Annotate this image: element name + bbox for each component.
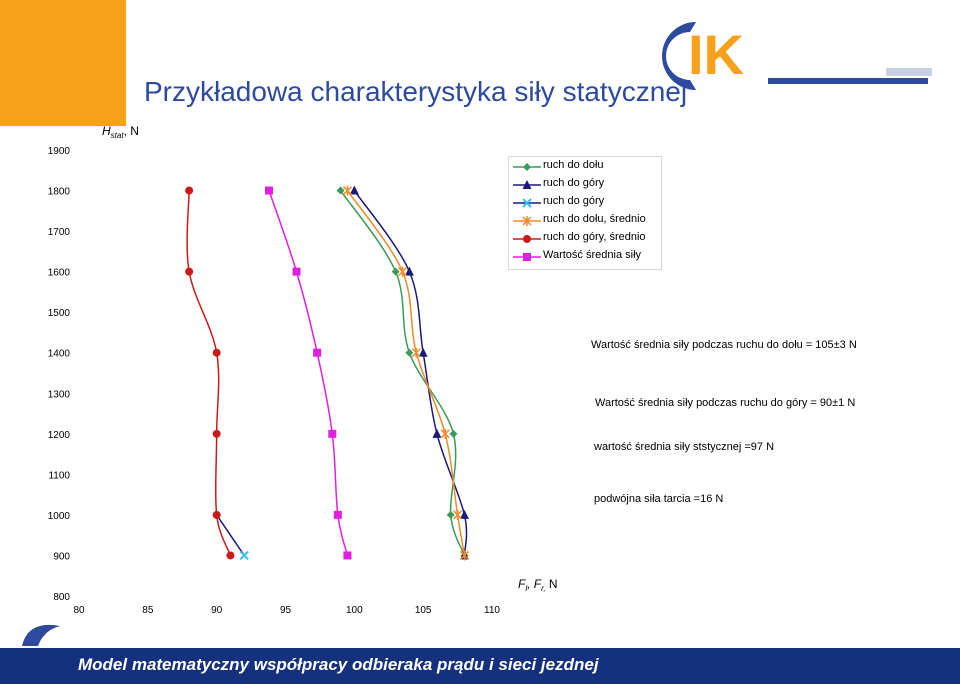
x-axis-label: Fl, Fr, N — [518, 577, 558, 593]
y-tick-label: 1500 — [48, 308, 71, 319]
note-mean-up: Wartość średnia siły podczas ruchu do gó… — [595, 397, 856, 409]
series-3-point — [453, 509, 463, 520]
series-0-point — [405, 348, 414, 357]
series-0-point — [391, 267, 400, 276]
series-1-point — [404, 266, 414, 276]
footer-text: Model matematyczny współpracy odbieraka … — [78, 655, 599, 674]
x-tick-label: 80 — [73, 605, 85, 616]
series-5-point — [328, 429, 337, 438]
series-4-point — [212, 348, 221, 357]
note-friction: podwójna siła tarcia =16 N — [594, 493, 724, 505]
legend-swatch-diamond-icon — [513, 163, 541, 171]
series-5-point — [292, 267, 301, 276]
ik-logo: IK — [661, 21, 932, 90]
series-4-line — [186, 190, 232, 556]
x-tick-label: 85 — [142, 605, 154, 616]
x-tick-label: 105 — [415, 605, 432, 616]
y-tick-label: 1800 — [48, 187, 71, 198]
footer-swoosh-icon — [22, 624, 60, 646]
legend-swatch-square-icon — [513, 253, 541, 261]
y-tick-label: 1900 — [48, 146, 71, 157]
series-3-line — [346, 190, 466, 556]
page-title: Przykładowa charakterystyka siły statycz… — [144, 76, 688, 107]
svg-text:IK: IK — [688, 23, 744, 86]
legend-swatch-triangle-icon — [513, 180, 541, 189]
series-4-point — [185, 267, 194, 276]
series-3-point — [440, 428, 450, 439]
series-1-point — [432, 428, 442, 438]
series-2-point — [239, 550, 249, 561]
series-2-line — [216, 514, 245, 556]
series-3-point — [397, 266, 408, 277]
x-tick-label: 100 — [346, 605, 363, 616]
footer-bar — [0, 648, 960, 684]
legend-swatch-x-icon — [513, 198, 541, 208]
series-0-point — [336, 186, 345, 195]
series-1-line — [353, 190, 468, 556]
series-3-point — [411, 347, 421, 358]
series-4-point — [212, 510, 221, 519]
series-1-point — [459, 509, 469, 519]
chart-legend: ruch do dołu ruch do góry ruch do góry r… — [508, 156, 662, 270]
series-0-line — [339, 190, 466, 556]
y-axis-label: Hstat, N — [102, 124, 139, 140]
y-tick-label: 1000 — [48, 511, 71, 522]
series-4-point — [185, 186, 194, 195]
series-4-point — [226, 551, 235, 560]
series-1-point — [418, 347, 428, 357]
y-tick-label: 900 — [53, 551, 70, 562]
y-tick-label: 1200 — [48, 430, 71, 441]
legend-swatch-star-icon — [513, 216, 541, 226]
series-5-point — [264, 186, 273, 195]
x-tick-label: 110 — [484, 605, 500, 616]
series-5-point — [313, 348, 322, 357]
series-0-point — [446, 510, 455, 519]
series-5-point — [333, 510, 342, 519]
note-mean-down: Wartość średnia siły podczas ruchu do do… — [591, 339, 857, 351]
y-tick-label: 1100 — [48, 470, 70, 481]
legend-swatch-circle-icon — [513, 235, 541, 243]
series-4-point — [212, 429, 221, 438]
series-3-point — [342, 185, 352, 196]
series-5-line — [268, 190, 349, 556]
series-3-point — [459, 550, 469, 561]
y-tick-label: 1700 — [48, 227, 71, 238]
series-5-point — [343, 551, 352, 560]
x-tick-label: 90 — [211, 605, 223, 616]
corner-orange-block — [0, 0, 126, 126]
series-0-point — [449, 429, 458, 438]
series-1-point — [349, 185, 359, 195]
y-tick-label: 1300 — [48, 389, 71, 400]
y-tick-label: 1600 — [48, 268, 71, 279]
y-tick-label: 800 — [53, 592, 70, 603]
y-tick-label: 1400 — [48, 349, 71, 360]
x-tick-label: 95 — [280, 605, 292, 616]
note-mean-static: wartość średnia siły ststycznej =97 N — [594, 441, 775, 453]
